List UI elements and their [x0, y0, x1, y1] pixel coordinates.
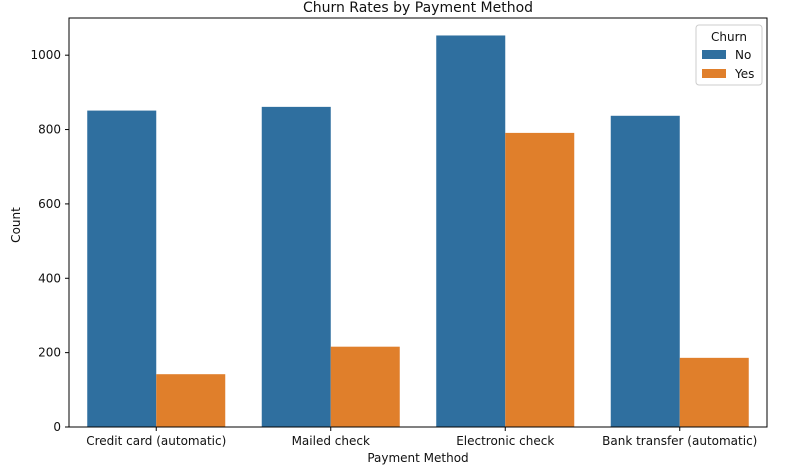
x-tick-label: Mailed check [292, 434, 370, 448]
chart-title: Churn Rates by Payment Method [303, 0, 533, 16]
plot-frame [68, 17, 768, 428]
y-axis: 0 200 400 600 800 1000 [30, 48, 69, 434]
bar-yes-1 [330, 346, 400, 427]
x-tick-label: Bank transfer (automatic) [602, 434, 757, 448]
bar-yes-3 [679, 357, 749, 427]
legend-title: Churn [711, 30, 747, 44]
bar-no-2 [436, 35, 506, 427]
legend: Churn No Yes [695, 24, 763, 86]
x-tick-label: Credit card (automatic) [86, 434, 226, 448]
x-tick-label: Electronic check [456, 434, 554, 448]
y-tick-label: 0 [53, 420, 61, 434]
y-tick-label: 800 [38, 123, 61, 137]
legend-label-no: No [735, 48, 751, 62]
y-tick-label: 400 [38, 271, 61, 285]
y-tick-label: 600 [38, 197, 61, 211]
bar-yes-2 [505, 132, 575, 427]
legend-swatch-no [702, 50, 726, 59]
legend-swatch-yes [702, 69, 726, 78]
bar-no-3 [610, 115, 680, 428]
y-axis-label: Count [9, 207, 23, 243]
bar-no-1 [261, 106, 331, 427]
bar-yes-0 [156, 374, 226, 427]
x-axis-label: Payment Method [367, 451, 468, 465]
bar-no-0 [87, 110, 157, 427]
legend-label-yes: Yes [734, 67, 754, 81]
y-tick-label: 200 [38, 346, 61, 360]
bars-group [87, 35, 749, 428]
x-axis: Credit card (automatic) Mailed check Elect… [86, 427, 757, 448]
y-tick-label: 1000 [30, 48, 61, 62]
